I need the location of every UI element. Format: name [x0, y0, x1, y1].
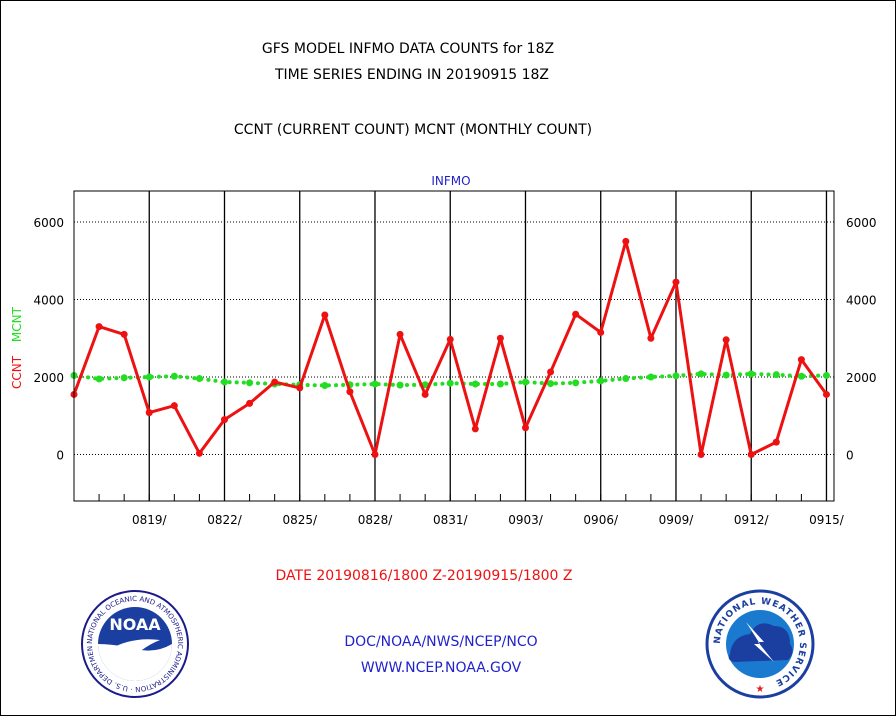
- ccnt-point: [496, 334, 504, 342]
- x-tick-label: 0831/: [433, 513, 469, 527]
- ccnt-point: [446, 335, 454, 343]
- ccnt-point: [296, 384, 304, 392]
- mcnt-point: [95, 375, 103, 383]
- ccnt-point: [622, 237, 630, 245]
- ccnt-point: [220, 416, 228, 424]
- nws-star-icon: ★: [756, 684, 765, 695]
- x-tick-label: 0819/: [132, 513, 168, 527]
- ccnt-point: [246, 399, 254, 407]
- noaa-logo: NOAA NATIONAL OCEANIC AND ATMOSPHERIC AD…: [81, 590, 189, 698]
- ccnt-point: [145, 409, 153, 417]
- mcnt-point: [597, 377, 605, 385]
- mcnt-point: [170, 372, 178, 380]
- ccnt-point: [822, 390, 830, 398]
- y-tick-label-left: 4000: [33, 294, 64, 308]
- plot-axes: 0 0 2000 2000 4000 4000 6000 6000 0819/0822/0825…: [33, 190, 877, 527]
- mcnt-point: [321, 382, 329, 390]
- ccnt-point: [120, 330, 128, 338]
- ccnt-point: [772, 438, 780, 446]
- plot-series: [70, 237, 830, 458]
- url-label: WWW.NCEP.NOAA.GOV: [361, 660, 522, 676]
- ccnt-point: [722, 336, 730, 344]
- ccnt-point: [346, 388, 354, 396]
- ccnt-point: [597, 328, 605, 336]
- mcnt-point: [496, 380, 504, 388]
- plot-grid: [74, 191, 834, 501]
- ccnt-point: [547, 368, 555, 376]
- mcnt-point: [747, 370, 755, 378]
- ccnt-point: [672, 278, 680, 286]
- y-tick-label-left: 0: [56, 449, 64, 463]
- mcnt-point: [547, 380, 555, 388]
- date-range-label: DATE 20190816/1800 Z-20190915/1800 Z: [276, 568, 573, 584]
- mcnt-point: [822, 371, 830, 379]
- mcnt-point: [572, 379, 580, 387]
- y-tick-label-left: 2000: [33, 371, 64, 385]
- ccnt-point: [195, 449, 203, 457]
- mcnt-point: [145, 373, 153, 381]
- ccnt-point: [747, 451, 755, 458]
- x-tick-label: 0825/: [282, 513, 318, 527]
- mcnt-point: [672, 372, 680, 380]
- ccnt-point: [471, 425, 479, 433]
- ccnt-point: [521, 424, 529, 432]
- ccnt-point: [321, 311, 329, 319]
- mcnt-point: [396, 381, 404, 389]
- panel-title: INFMO: [431, 174, 470, 188]
- mcnt-point: [120, 374, 128, 382]
- mcnt-point: [371, 380, 379, 388]
- mcnt-point: [622, 375, 630, 383]
- ccnt-point: [371, 451, 379, 458]
- mcnt-point: [797, 372, 805, 380]
- mcnt-point: [471, 380, 479, 388]
- x-tick-label: 0822/: [207, 513, 243, 527]
- y-axis-label-ccnt: CCNT: [10, 355, 24, 389]
- x-tick-label: 0915/: [809, 513, 845, 527]
- ccnt-point: [170, 402, 178, 410]
- plot-frame: [73, 190, 835, 502]
- y-tick-label-left: 6000: [33, 216, 64, 230]
- y-tick-label-right: 4000: [846, 294, 877, 308]
- mcnt-point: [772, 371, 780, 379]
- mcnt-point: [446, 379, 454, 387]
- ccnt-point: [421, 390, 429, 398]
- x-tick-label: 0909/: [659, 513, 695, 527]
- y-tick-label-right: 0: [846, 449, 854, 463]
- ccnt-point: [396, 330, 404, 338]
- mcnt-point: [722, 371, 730, 379]
- chart-subtitle: CCNT (CURRENT COUNT) MCNT (MONTHLY COUNT…: [234, 122, 592, 138]
- x-tick-label: 0903/: [508, 513, 544, 527]
- mcnt-point: [195, 375, 203, 383]
- mcnt-point: [697, 370, 705, 378]
- mcnt-point: [521, 378, 529, 386]
- y-axis-label: CCNT MCNT: [10, 306, 24, 389]
- mcnt-point: [647, 373, 655, 381]
- ccnt-point: [95, 323, 103, 331]
- y-axis-label-mcnt: MCNT: [10, 306, 24, 342]
- x-tick-label: 0828/: [358, 513, 394, 527]
- org-label: DOC/NOAA/NWS/NCEP/NCO: [344, 634, 537, 650]
- x-tick-label: 0912/: [734, 513, 770, 527]
- ccnt-point: [572, 310, 580, 318]
- ccnt-point: [647, 334, 655, 342]
- y-tick-label-right: 6000: [846, 216, 877, 230]
- mcnt-point: [220, 378, 228, 386]
- x-tick-label: 0906/: [583, 513, 619, 527]
- chart-title-line1: GFS MODEL INFMO DATA COUNTS for 18Z: [262, 41, 554, 57]
- chart-title-line2: TIME SERIES ENDING IN 20190915 18Z: [274, 67, 549, 83]
- ccnt-point: [797, 356, 805, 364]
- ccnt-point: [697, 451, 705, 458]
- ccnt-point: [271, 378, 279, 386]
- y-tick-label-right: 2000: [846, 371, 877, 385]
- nws-logo: NATIONAL WEATHER SERVICE ★: [705, 589, 815, 699]
- noaa-logo-text: NOAA: [109, 615, 161, 634]
- mcnt-point: [246, 379, 254, 387]
